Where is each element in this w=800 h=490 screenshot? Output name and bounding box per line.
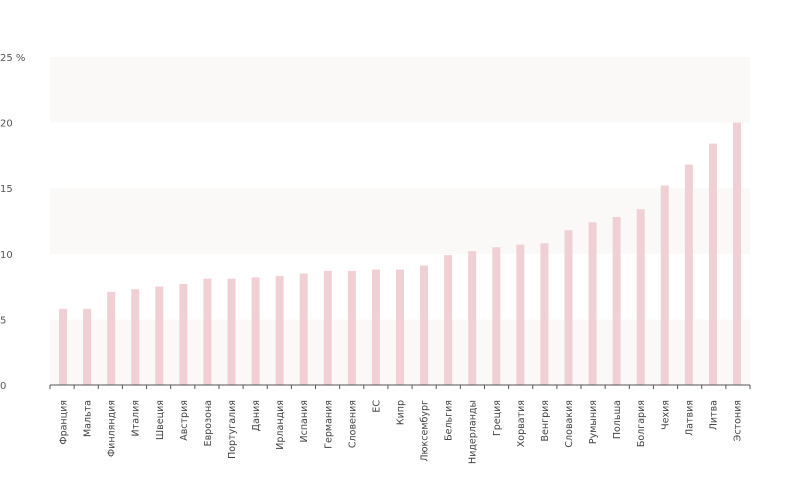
bar <box>251 277 260 385</box>
x-tick-label: Греция <box>492 400 503 436</box>
bar <box>492 247 501 385</box>
x-tick-label: Еврозона <box>203 400 214 446</box>
bar <box>227 278 236 385</box>
y-tick-label: 10 <box>0 250 13 261</box>
x-tick-label: Франция <box>59 400 70 445</box>
x-tick-label: Литва <box>708 400 719 430</box>
bar <box>275 276 284 385</box>
x-tick-label: Чехия <box>660 400 671 430</box>
bar <box>420 265 429 385</box>
bar <box>468 251 477 385</box>
y-tick-label: 5 <box>0 315 6 326</box>
bar <box>371 269 380 385</box>
x-tick-label: Нидерланды <box>468 400 479 464</box>
bar <box>540 243 549 385</box>
x-tick-label: Швеция <box>155 400 166 440</box>
bar <box>131 289 140 385</box>
bar <box>179 283 188 385</box>
x-tick-label: Италия <box>131 400 142 436</box>
x-tick-label: Венгрия <box>540 400 551 441</box>
bar <box>299 273 308 385</box>
x-axis-labels: Франция Мальта Финляндия Италия Швеция Австри… <box>59 400 744 464</box>
y-axis-labels: 0 5 10 15 20 25 % <box>0 53 25 392</box>
x-axis <box>49 384 751 389</box>
x-tick-label: Финляндия <box>107 400 118 457</box>
x-tick-label: Латвия <box>684 400 695 436</box>
bar <box>347 270 356 385</box>
grid-band <box>50 57 750 123</box>
x-tick-label: Австрия <box>179 400 190 441</box>
x-tick-label: ЕС <box>371 400 382 413</box>
y-tick-label: 25 % <box>0 53 25 64</box>
y-tick-label: 20 <box>0 119 13 130</box>
bar <box>155 286 164 385</box>
bar <box>444 255 453 385</box>
x-tick-label: Польша <box>612 400 623 439</box>
bar <box>636 209 645 385</box>
bar <box>203 278 212 385</box>
bar <box>107 291 116 385</box>
x-tick-label: Румыния <box>588 400 599 444</box>
bar <box>59 308 67 385</box>
x-tick-label: Словакия <box>564 400 575 448</box>
bar <box>684 164 693 385</box>
x-tick-label: Бельгия <box>444 400 455 441</box>
bar <box>588 222 597 385</box>
x-tick-label: Хорватия <box>516 400 527 447</box>
y-tick-label: 15 <box>0 184 13 195</box>
x-tick-label: Дания <box>251 400 262 431</box>
y-tick-label: 0 <box>0 381 6 392</box>
bar <box>708 143 717 385</box>
bar <box>83 308 92 385</box>
x-tick-label: Болгария <box>636 400 647 447</box>
grid-band <box>50 188 750 254</box>
bars-group <box>59 122 741 385</box>
x-tick-label: Германия <box>323 400 334 449</box>
x-tick-label: Словения <box>347 400 358 448</box>
x-tick-label: Ирландия <box>275 400 286 450</box>
bar <box>733 122 741 385</box>
x-tick-label: Испания <box>299 400 310 442</box>
x-tick-label: Кипр <box>396 400 407 425</box>
bar <box>564 230 573 385</box>
bar <box>516 244 525 385</box>
bar <box>323 270 332 385</box>
x-tick-label: Люксембург <box>420 400 431 462</box>
x-tick-label: Эстония <box>733 400 744 441</box>
bar <box>660 185 669 385</box>
bar <box>612 217 621 385</box>
bar <box>396 269 404 385</box>
x-tick-label: Мальта <box>83 400 94 437</box>
x-tick-label: Португалия <box>227 400 238 459</box>
